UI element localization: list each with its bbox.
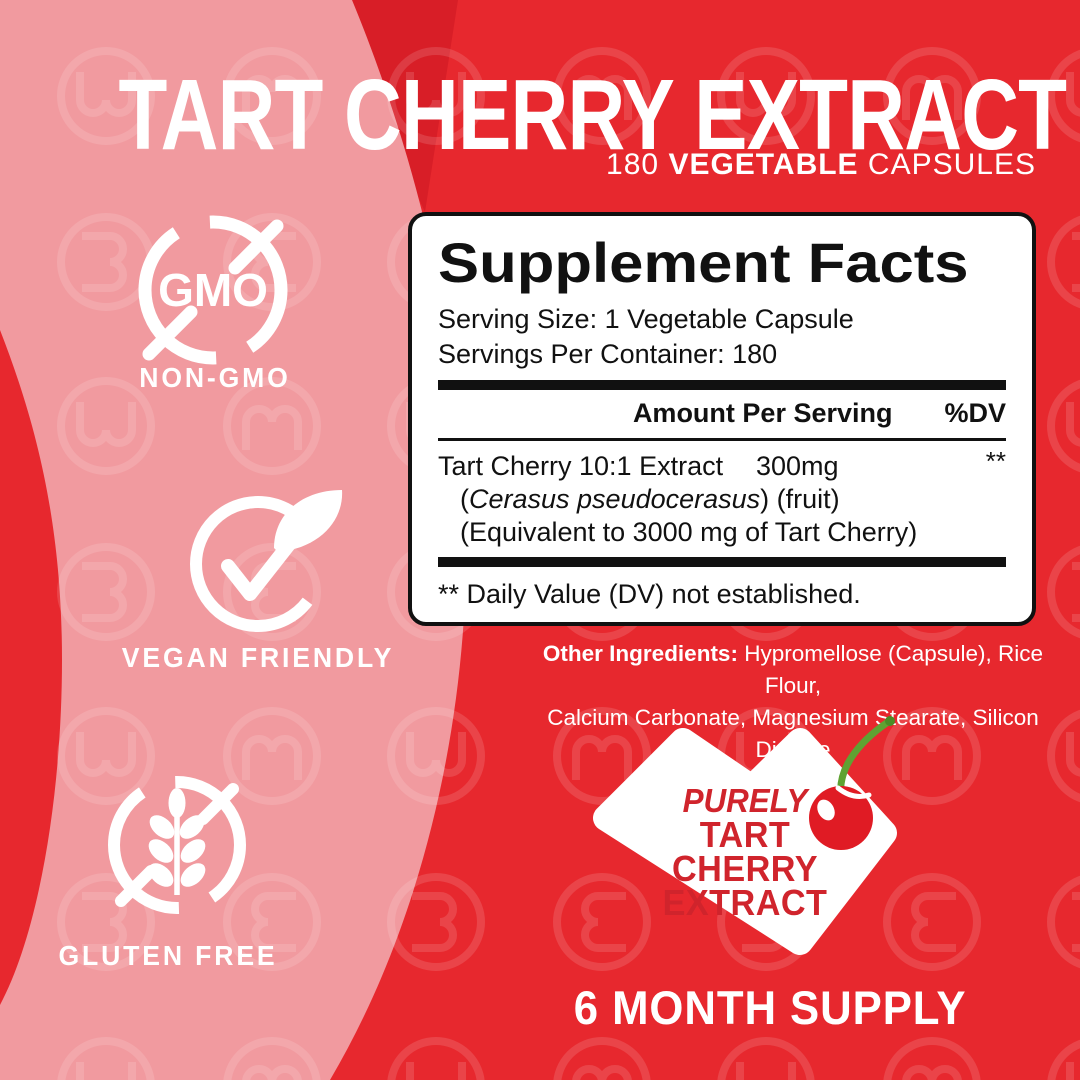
equivalent-line: (Equivalent to 3000 mg of Tart Cherry) xyxy=(460,517,918,547)
badge-label-gluten-free: GLUTEN FREE xyxy=(58,940,278,971)
gmo-icon-text: GMO xyxy=(158,264,268,316)
thin-rule xyxy=(438,438,1006,441)
badge-label-non-gmo: NON-GMO xyxy=(139,362,291,393)
capsule-type: VEGETABLE xyxy=(668,148,859,181)
thick-rule-top xyxy=(438,380,1006,390)
cherry-highlight xyxy=(817,799,835,821)
ingredient-dv: ** xyxy=(985,446,1006,476)
supply-claim: 6 MONTH SUPPLY xyxy=(573,981,967,1034)
wheat-stalk xyxy=(148,788,206,895)
capsule-word: CAPSULES xyxy=(867,148,1036,181)
botanical-line: (Cerasus pseudocerasus) (fruit) xyxy=(438,483,1006,516)
botanical-close: ) (fruit) xyxy=(760,484,840,514)
cherry-icon xyxy=(809,716,895,850)
heart-seal xyxy=(593,716,897,955)
servings-per-container: Servings Per Container: 180 xyxy=(438,339,778,369)
other-ingredients-label: Other Ingredients: xyxy=(542,641,738,666)
seal-line-extract: EXTRACT xyxy=(662,882,828,923)
ingredient-row: Tart Cherry 10:1 Extract 300mg ** (Ceras… xyxy=(438,441,1006,549)
seal-line-tart: TART xyxy=(699,814,791,855)
other-ingredients-line1: Hypromellose (Capsule), Rice Flour, xyxy=(737,641,1044,698)
badge-label-vegan-friendly: VEGAN FRIENDLY xyxy=(121,642,395,673)
seal-line-purely: PURELY xyxy=(682,782,808,819)
seal-text: PURELY TART CHERRY EXTRACT xyxy=(636,782,855,923)
wheat-crossed-icon xyxy=(108,776,246,914)
heart-shape xyxy=(593,728,897,955)
leaf-shape xyxy=(274,490,343,552)
thick-rule-bottom xyxy=(438,557,1006,567)
vegan-leaf-check-icon xyxy=(190,490,343,632)
ingredient-name: Tart Cherry 10:1 Extract xyxy=(438,451,724,481)
supplement-facts-title: Supplement Facts xyxy=(438,231,969,294)
dv-header: %DV xyxy=(944,398,1006,428)
dv-footnote: ** Daily Value (DV) not established. xyxy=(438,579,861,609)
ingredient-amount: 300mg xyxy=(756,451,839,481)
cherry-stem-tip xyxy=(885,716,895,726)
capsule-count: 180 xyxy=(606,148,660,181)
amount-per-serving-header: Amount Per Serving xyxy=(632,398,893,428)
facts-header-row: Amount Per Serving %DV xyxy=(438,390,1006,438)
cherry-calyx xyxy=(835,785,872,799)
capsule-count-subtitle: 180 VEGETABLE CAPSULES xyxy=(606,148,1036,182)
seal-line-cherry: CHERRY xyxy=(671,848,819,889)
botanical-open: ( xyxy=(460,484,469,514)
serving-size: Serving Size: 1 Vegetable Capsule xyxy=(438,304,854,334)
botanical-name: Cerasus pseudocerasus xyxy=(469,484,761,514)
non-gmo-icon: GMO xyxy=(138,215,288,365)
page-title: TART CHERRY EXTRACT xyxy=(118,59,1067,171)
supplement-facts-panel: Supplement Facts Serving Size: 1 Vegetab… xyxy=(408,212,1036,626)
